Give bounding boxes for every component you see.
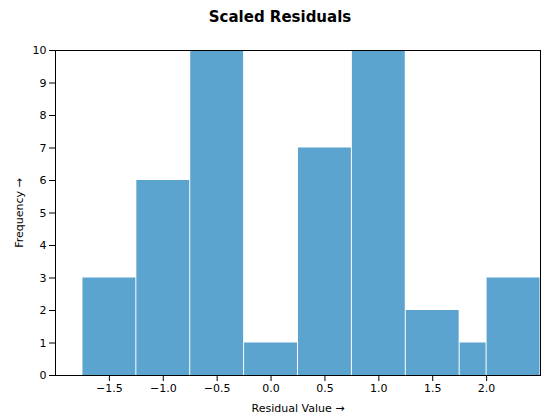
svg-text:1.5: 1.5 bbox=[424, 382, 442, 395]
svg-text:−0.5: −0.5 bbox=[204, 382, 231, 395]
svg-text:6: 6 bbox=[40, 174, 47, 187]
svg-text:0.5: 0.5 bbox=[316, 382, 334, 395]
svg-text:−1.0: −1.0 bbox=[150, 382, 177, 395]
svg-text:3: 3 bbox=[40, 272, 47, 285]
svg-text:−1.5: −1.5 bbox=[96, 382, 123, 395]
svg-text:7: 7 bbox=[40, 142, 47, 155]
svg-text:0: 0 bbox=[40, 369, 47, 382]
html-text:Scaled Residuals: Scaled Residuals bbox=[208, 8, 352, 26]
svg-text:10: 10 bbox=[33, 44, 47, 57]
svg-text:1: 1 bbox=[40, 337, 47, 350]
svg-text:0.0: 0.0 bbox=[262, 382, 280, 395]
svg-text:8: 8 bbox=[40, 109, 47, 122]
svg-text:4: 4 bbox=[40, 239, 47, 252]
svg-text:2: 2 bbox=[40, 304, 47, 317]
svg-text:5: 5 bbox=[40, 207, 47, 220]
svg-text:1.0: 1.0 bbox=[370, 382, 388, 395]
svg-text:2.0: 2.0 bbox=[478, 382, 496, 395]
svg-text:Residual Value →: Residual Value → bbox=[252, 402, 345, 415]
svg-text:9: 9 bbox=[40, 77, 47, 90]
svg-text:Frequency →: Frequency → bbox=[13, 178, 26, 248]
